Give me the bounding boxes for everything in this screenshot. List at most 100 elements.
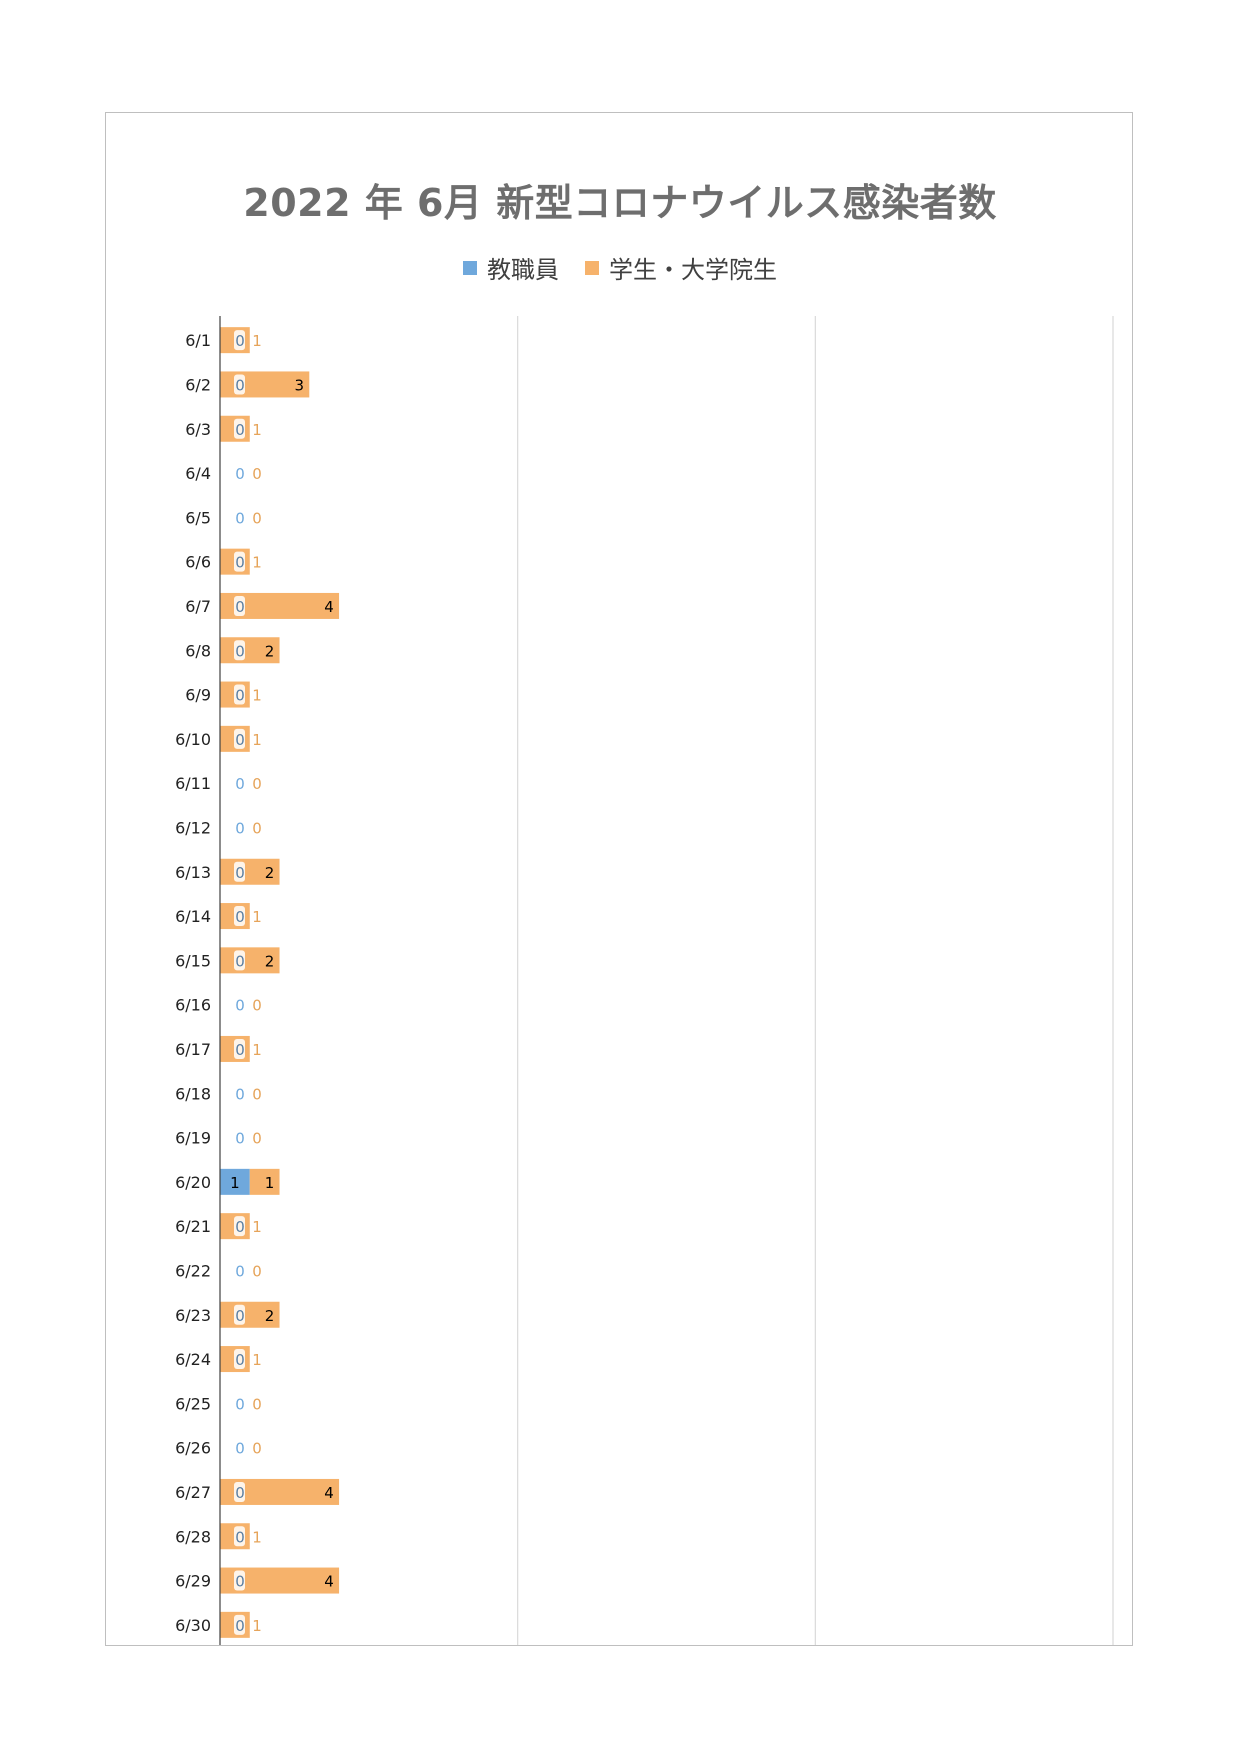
data-label-staff: 0 (235, 1218, 245, 1236)
legend-swatch-staff (463, 260, 477, 275)
data-label-students: 1 (252, 908, 262, 926)
data-label-staff: 0 (235, 642, 245, 660)
data-label-students: 0 (252, 1130, 262, 1148)
data-label-bg (234, 551, 245, 572)
data-label-staff: 0 (235, 332, 245, 350)
data-label-students: 0 (252, 997, 262, 1015)
category-label: 6/10 (175, 730, 211, 749)
category-label: 6/15 (175, 951, 211, 970)
data-label-students: 2 (265, 1307, 275, 1325)
data-label-staff: 0 (235, 908, 245, 926)
data-label-students: 1 (252, 1617, 262, 1635)
data-label-bg (234, 640, 245, 661)
data-label-students: 0 (252, 775, 262, 793)
legend-label-staff: 教職員 (487, 256, 559, 284)
data-label-students: 2 (265, 864, 275, 882)
data-label-staff: 0 (235, 1041, 245, 1059)
data-label-staff: 0 (235, 1351, 245, 1369)
data-label-staff: 0 (235, 1307, 245, 1325)
category-label: 6/19 (175, 1129, 211, 1148)
data-label-bg (234, 906, 245, 927)
data-label-students: 1 (252, 731, 262, 749)
data-label-staff: 0 (235, 997, 245, 1015)
data-label-staff: 0 (235, 1395, 245, 1413)
bar-students (220, 947, 280, 974)
legend-item-students: 学生・大学院生 (585, 250, 777, 285)
category-label: 6/4 (185, 464, 211, 483)
data-label-students: 4 (324, 1484, 334, 1502)
category-label: 6/5 (185, 508, 211, 527)
data-label-students: 1 (252, 1351, 262, 1369)
data-label-staff: 0 (235, 598, 245, 616)
category-label: 6/18 (175, 1084, 211, 1103)
data-label-staff: 0 (235, 1085, 245, 1103)
data-label-students: 1 (252, 421, 262, 439)
legend-swatch-students (585, 260, 599, 275)
category-label: 6/30 (175, 1616, 211, 1635)
data-label-staff: 0 (235, 1440, 245, 1458)
data-label-staff: 0 (235, 952, 245, 970)
data-label-students: 1 (252, 554, 262, 572)
data-label-staff: 0 (235, 687, 245, 705)
chart-title: 2022 年 6月 新型コロナウイルス感染者数 (243, 181, 997, 225)
data-label-bg (234, 861, 245, 882)
data-label-staff: 0 (235, 1484, 245, 1502)
data-label-bg (234, 1349, 245, 1370)
data-label-staff: 0 (235, 819, 245, 837)
data-label-staff: 0 (235, 1573, 245, 1591)
data-label-staff: 0 (235, 775, 245, 793)
category-label: 6/14 (175, 907, 211, 926)
data-label-students: 0 (252, 1262, 262, 1280)
data-label-students: 1 (265, 1174, 275, 1192)
data-label-staff: 0 (235, 864, 245, 882)
category-label: 6/23 (175, 1306, 211, 1325)
data-label-bg (234, 1570, 245, 1591)
category-label: 6/22 (175, 1261, 211, 1280)
category-label: 6/29 (175, 1572, 211, 1591)
data-label-staff: 0 (235, 465, 245, 483)
category-label: 6/26 (175, 1439, 211, 1458)
data-label-students: 0 (252, 1395, 262, 1413)
category-label: 6/21 (175, 1217, 211, 1236)
category-label: 6/17 (175, 1040, 211, 1059)
category-label: 6/27 (175, 1483, 211, 1502)
data-label-bg (234, 950, 245, 971)
category-label: 6/8 (185, 641, 211, 660)
data-label-students: 0 (252, 819, 262, 837)
data-label-staff: 0 (235, 731, 245, 749)
data-label-staff: 1 (230, 1174, 240, 1192)
category-label: 6/9 (185, 686, 211, 705)
category-label: 6/11 (175, 774, 211, 793)
data-label-students: 3 (295, 376, 305, 394)
legend-label-students: 学生・大学院生 (609, 256, 777, 284)
data-label-students: 0 (252, 1085, 262, 1103)
data-label-staff: 0 (235, 1130, 245, 1148)
data-label-bg (234, 374, 245, 395)
data-label-students: 1 (252, 1041, 262, 1059)
category-label: 6/16 (175, 996, 211, 1015)
data-label-students: 0 (252, 509, 262, 527)
data-label-staff: 0 (235, 421, 245, 439)
data-label-students: 4 (324, 598, 334, 616)
data-label-bg (234, 1038, 245, 1059)
data-label-students: 0 (252, 1440, 262, 1458)
category-label: 6/28 (175, 1527, 211, 1546)
legend: 教職員 学生・大学院生 (0, 250, 1240, 285)
data-label-bg (234, 595, 245, 616)
data-label-bg (234, 728, 245, 749)
data-label-bg (234, 1216, 245, 1237)
data-label-students: 1 (252, 1528, 262, 1546)
category-label: 6/6 (185, 553, 211, 572)
data-label-staff: 0 (235, 376, 245, 394)
data-label-students: 2 (265, 642, 275, 660)
data-label-bg (234, 684, 245, 705)
category-label: 6/24 (175, 1350, 211, 1369)
data-label-staff: 0 (235, 1528, 245, 1546)
category-label: 6/1 (185, 331, 211, 350)
data-label-students: 2 (265, 952, 275, 970)
category-label: 6/2 (185, 375, 211, 394)
category-label: 6/3 (185, 420, 211, 439)
bar-staff (220, 1168, 250, 1195)
bar-students (220, 1301, 280, 1328)
bar-students (249, 1168, 280, 1195)
